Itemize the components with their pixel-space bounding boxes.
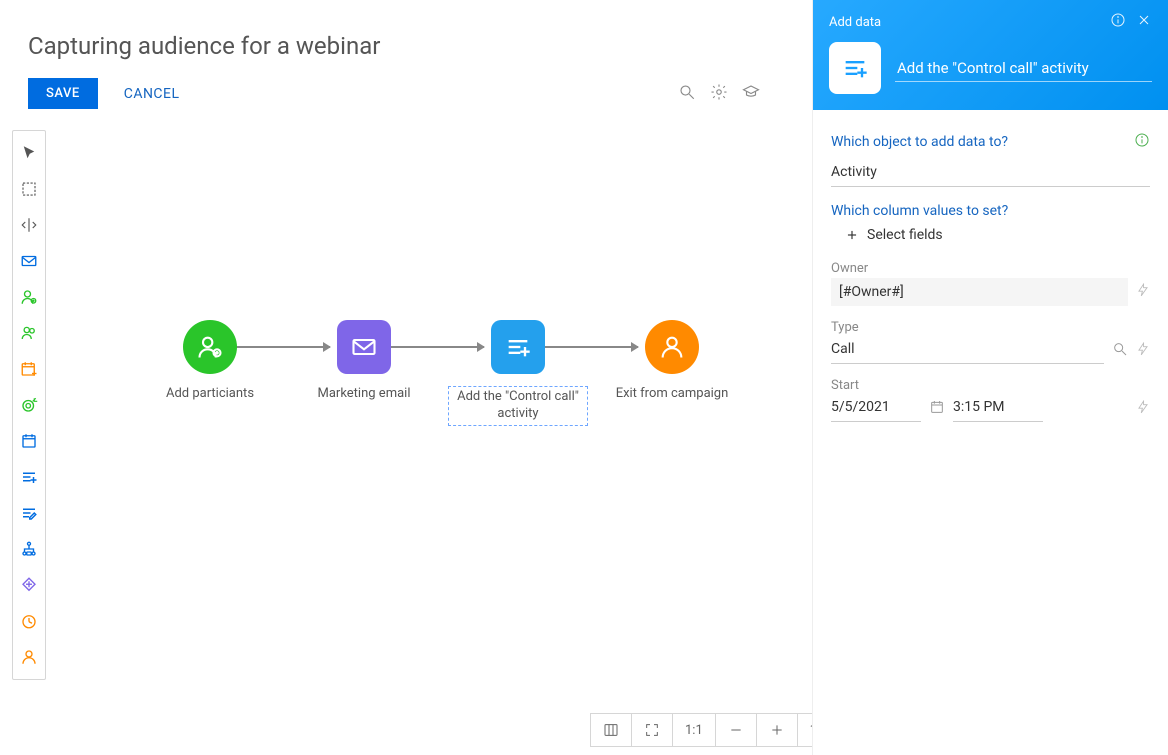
owner-label: Owner — [831, 261, 1150, 276]
activity-type-icon — [829, 42, 881, 94]
panel-header-label: Add data — [829, 15, 881, 30]
calendar-icon[interactable] — [929, 399, 945, 419]
tool-user-pair[interactable] — [14, 315, 44, 351]
object-value[interactable]: Activity — [831, 160, 1150, 187]
flow-node[interactable]: Exit from campaign — [592, 320, 752, 403]
header-actions-row: SAVE CANCEL — [28, 78, 780, 109]
flow-node[interactable]: Marketing email — [284, 320, 444, 403]
academy-icon[interactable] — [742, 83, 760, 105]
layout-columns-icon[interactable] — [591, 714, 631, 746]
user-add-icon — [183, 320, 237, 374]
select-fields-button[interactable]: Select fields — [845, 227, 1150, 243]
zoom-out-icon[interactable] — [715, 714, 756, 746]
tool-user[interactable] — [14, 639, 44, 675]
info-icon[interactable] — [1110, 12, 1126, 32]
tool-split-h[interactable] — [14, 207, 44, 243]
fit-screen-icon[interactable] — [631, 714, 672, 746]
start-label: Start — [831, 378, 1150, 393]
flow-node-label: Add particiants — [166, 386, 254, 403]
tool-email[interactable] — [14, 243, 44, 279]
tool-flow[interactable] — [14, 531, 44, 567]
list-add-icon — [491, 320, 545, 374]
element-toolbar — [12, 130, 46, 680]
start-macro-icon[interactable] — [1136, 400, 1150, 418]
zoom-ratio[interactable]: 1:1 — [672, 714, 715, 746]
start-time-input[interactable] — [953, 395, 1043, 422]
owner-input[interactable] — [831, 278, 1128, 306]
type-label: Type — [831, 320, 1150, 335]
email-icon — [337, 320, 391, 374]
type-macro-icon[interactable] — [1136, 342, 1150, 360]
activity-title-input[interactable] — [895, 55, 1152, 82]
user-icon — [645, 320, 699, 374]
owner-macro-icon[interactable] — [1136, 283, 1150, 301]
zoom-in-icon[interactable] — [756, 714, 797, 746]
page-title: Capturing audience for a webinar — [28, 10, 780, 60]
header-tool-icons — [678, 83, 760, 105]
tool-target[interactable] — [14, 387, 44, 423]
panel-header: Add data — [813, 0, 1168, 110]
tool-list-add[interactable] — [14, 459, 44, 495]
start-date-input[interactable] — [831, 395, 921, 422]
flow-node-label: Add the "Control call" activity — [448, 386, 588, 426]
search-icon[interactable] — [678, 83, 696, 105]
flow-node[interactable]: Add particiants — [130, 320, 290, 403]
help-icon[interactable] — [1134, 132, 1150, 152]
type-lookup-icon[interactable] — [1112, 341, 1128, 361]
tool-pointer[interactable] — [14, 135, 44, 171]
type-input[interactable] — [831, 337, 1104, 364]
flow-node-label: Marketing email — [318, 386, 411, 403]
gear-icon[interactable] — [710, 83, 728, 105]
flow-node[interactable]: Add the "Control call" activity — [438, 320, 598, 426]
object-section-label: Which object to add data to? — [831, 132, 1150, 152]
tool-calendar-add[interactable] — [14, 351, 44, 387]
tool-timer[interactable] — [14, 603, 44, 639]
tool-calendar[interactable] — [14, 423, 44, 459]
designer-header: Capturing audience for a webinar SAVE CA… — [0, 0, 780, 109]
columns-section-label: Which column values to set? — [831, 203, 1150, 219]
properties-panel: Add data Which object to add data to? Ac… — [812, 0, 1168, 755]
panel-body: Which object to add data to? Activity Wh… — [813, 110, 1168, 454]
tool-list-edit[interactable] — [14, 495, 44, 531]
tool-landing[interactable] — [14, 567, 44, 603]
flow-canvas[interactable]: Add particiants Marketing email Add the "C… — [50, 130, 808, 700]
close-icon[interactable] — [1136, 12, 1152, 32]
tool-marquee[interactable] — [14, 171, 44, 207]
cancel-button[interactable]: CANCEL — [118, 85, 186, 103]
tool-user-add[interactable] — [14, 279, 44, 315]
flow-node-label: Exit from campaign — [616, 386, 729, 403]
save-button[interactable]: SAVE — [28, 78, 98, 109]
